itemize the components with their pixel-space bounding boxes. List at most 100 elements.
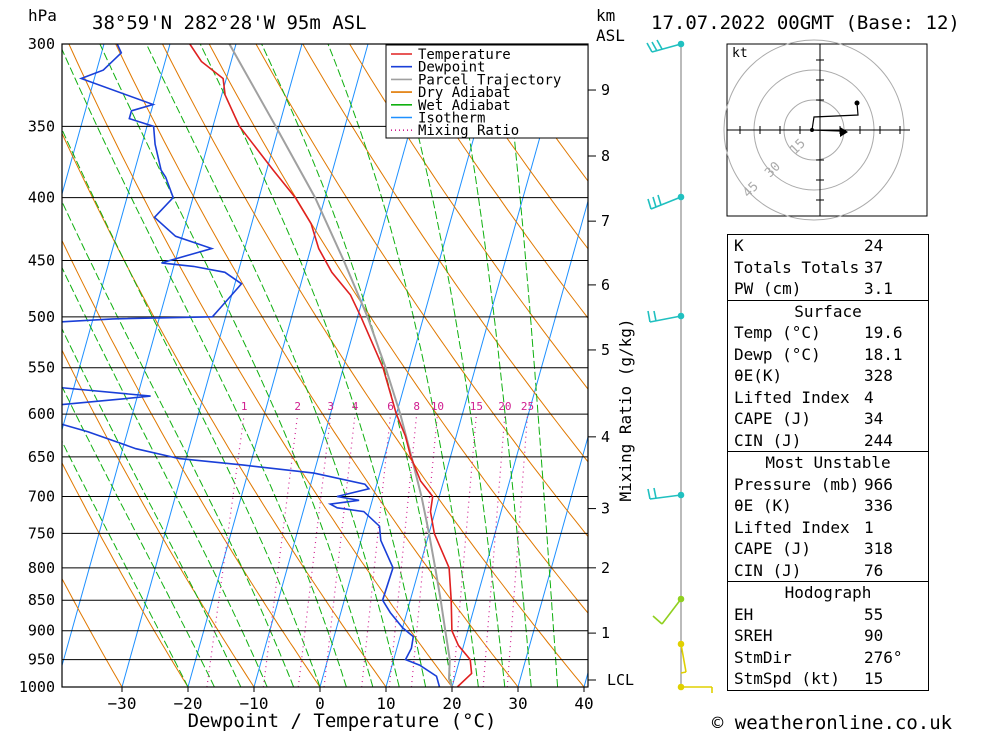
series-temperature xyxy=(189,44,473,687)
mixing-ratio-line xyxy=(482,414,506,687)
pressure-tick-label: 550 xyxy=(28,359,55,377)
wet-adiabat xyxy=(145,44,400,687)
mixing-ratio-line xyxy=(452,414,477,687)
hodograph-trace xyxy=(811,102,859,131)
wind-barbs xyxy=(646,39,713,693)
legend-item: Temperature xyxy=(418,47,511,63)
storm-motion-marker xyxy=(840,127,848,137)
pressure-tick-labels: 300 350 400 450 500 550 600 650 700 750 800 850 900 9… xyxy=(19,35,55,696)
pressure-tick-label: 750 xyxy=(28,524,55,542)
dry-adiabat xyxy=(442,44,588,250)
datetime-title: 17.07.2022 00GMT (Base: 12) xyxy=(651,12,960,34)
mu-row-thetae: θE (K) 336 xyxy=(734,496,893,515)
pressure-tick-label: 650 xyxy=(28,448,55,466)
dry-adiabat xyxy=(395,44,588,319)
legend-item: Mixing Ratio xyxy=(418,123,519,139)
legend-item: Wet Adiabat xyxy=(418,98,511,114)
temperature-tick-label: 20 xyxy=(442,694,461,713)
pressure-tick-label: 950 xyxy=(28,651,55,669)
km-tick-label: 6 xyxy=(601,276,610,294)
series-dewpoint xyxy=(62,44,441,687)
surface-row-dewp: Dewp (°C) 18.1 xyxy=(734,344,903,364)
indices-row-pw: PW (cm) 3.1 xyxy=(734,279,893,298)
hodograph: kt 15 30 45 xyxy=(723,39,928,221)
wind-barb-300 xyxy=(646,39,685,53)
surface-row-li: Lifted Index 4 xyxy=(734,387,874,407)
km-tick-label: 8 xyxy=(601,147,610,165)
km-tick-label: 5 xyxy=(601,341,610,359)
surface-title: Surface xyxy=(794,301,862,321)
isotherm xyxy=(385,44,567,687)
legend-item: Isotherm xyxy=(418,111,485,127)
mu-row-pressure: Pressure (mb) 966 xyxy=(734,474,893,494)
footer-credit: © weatheronline.co.uk xyxy=(712,712,953,733)
mixing-ratio-line xyxy=(361,414,392,687)
pressure-tick-label: 600 xyxy=(28,405,55,423)
pressure-tick-label: 400 xyxy=(28,189,55,207)
mu-row-cin: CIN (J) 76 xyxy=(734,560,884,580)
wet-adiabat xyxy=(62,128,321,687)
x-axis-label: Dewpoint / Temperature (°C) xyxy=(188,710,497,732)
pressure-tick-label: 850 xyxy=(28,591,55,609)
dry-adiabat xyxy=(62,577,123,687)
asl-label: ASL xyxy=(596,26,625,45)
pressure-tick-label: 500 xyxy=(28,308,55,326)
pressure-tick-label: 300 xyxy=(28,35,55,53)
mixing-ratio-label: 4 xyxy=(352,400,359,413)
mixing-ratio-line xyxy=(323,414,356,687)
mu-row-li: Lifted Index 1 xyxy=(734,517,874,537)
pressure-tick-label: 1000 xyxy=(19,678,55,696)
mixing-ratio-label: 8 xyxy=(413,400,420,413)
km-tick-label: LCL xyxy=(607,671,634,689)
mixing-ratio-label: 10 xyxy=(431,400,444,413)
location-title: 38°59'N 282°28'W 95m ASL xyxy=(92,12,367,34)
wind-barb-500 xyxy=(647,310,685,323)
pressure-tick-label: 800 xyxy=(28,559,55,577)
dry-adiabat xyxy=(162,44,585,687)
isotherm xyxy=(62,44,237,668)
series-parcel-trajectory xyxy=(228,44,453,687)
mixing-ratio-line xyxy=(410,414,439,687)
temperature-tick-labels: −30 −20 −10 0 10 20 30 40 xyxy=(108,687,594,713)
pressure-tick-label: 900 xyxy=(28,622,55,640)
wet-adiabat xyxy=(503,44,559,687)
temperature-tick-label: −30 xyxy=(108,694,137,713)
temperature-tick-label: −10 xyxy=(240,694,269,713)
mixing-ratio-label: 2 xyxy=(294,400,301,413)
pressure-tick-label: 700 xyxy=(28,488,55,506)
isotherm xyxy=(319,44,501,687)
legend-item: Dewpoint xyxy=(418,60,485,76)
mixing-ratio-label: 3 xyxy=(327,400,334,413)
mixing-ratio-labels: 1 2 3 4 6 8 10 15 20 25 xyxy=(241,400,534,413)
km-tick-label: 4 xyxy=(601,428,610,446)
isotherm xyxy=(121,44,303,687)
wet-adiabat xyxy=(62,48,347,687)
pressure-tick-label: 450 xyxy=(28,252,55,270)
surface-row-cape: CAPE (J) 34 xyxy=(734,409,884,428)
surface-row-thetae: θE(K) 328 xyxy=(734,366,893,385)
indices-row-totals: Totals Totals 37 xyxy=(734,257,884,277)
mixing-ratio-label: 15 xyxy=(470,400,483,413)
wind-barb-400 xyxy=(647,193,685,210)
hodograph-unit-label: kt xyxy=(732,46,748,61)
temperature-tick-label: 30 xyxy=(508,694,527,713)
dry-adiabat xyxy=(62,461,189,687)
isotherm xyxy=(451,199,588,687)
mixing-ratio-label: 1 xyxy=(241,400,248,413)
temperature-tick-label: −20 xyxy=(174,694,203,713)
most-unstable-title: Most Unstable xyxy=(765,453,891,472)
mixing-ratio-line xyxy=(262,414,299,687)
mixing-ratio-line xyxy=(388,414,418,687)
plot-frame xyxy=(61,43,589,688)
mixing-ratio-line xyxy=(297,414,332,687)
wind-barb-1000 xyxy=(677,683,713,693)
pressure-tick-label: 350 xyxy=(28,117,55,135)
indices-table: K 24 Totals Totals 37 PW (cm) 3.1 Surface T… xyxy=(727,234,929,691)
km-tick-label: 1 xyxy=(601,624,610,642)
isotherm xyxy=(517,435,588,687)
hodo-row-sreh: SREH 90 xyxy=(734,626,884,645)
wind-barb-700 xyxy=(647,487,685,500)
dry-adiabat xyxy=(68,44,453,687)
km-tick-label: 7 xyxy=(601,212,610,230)
